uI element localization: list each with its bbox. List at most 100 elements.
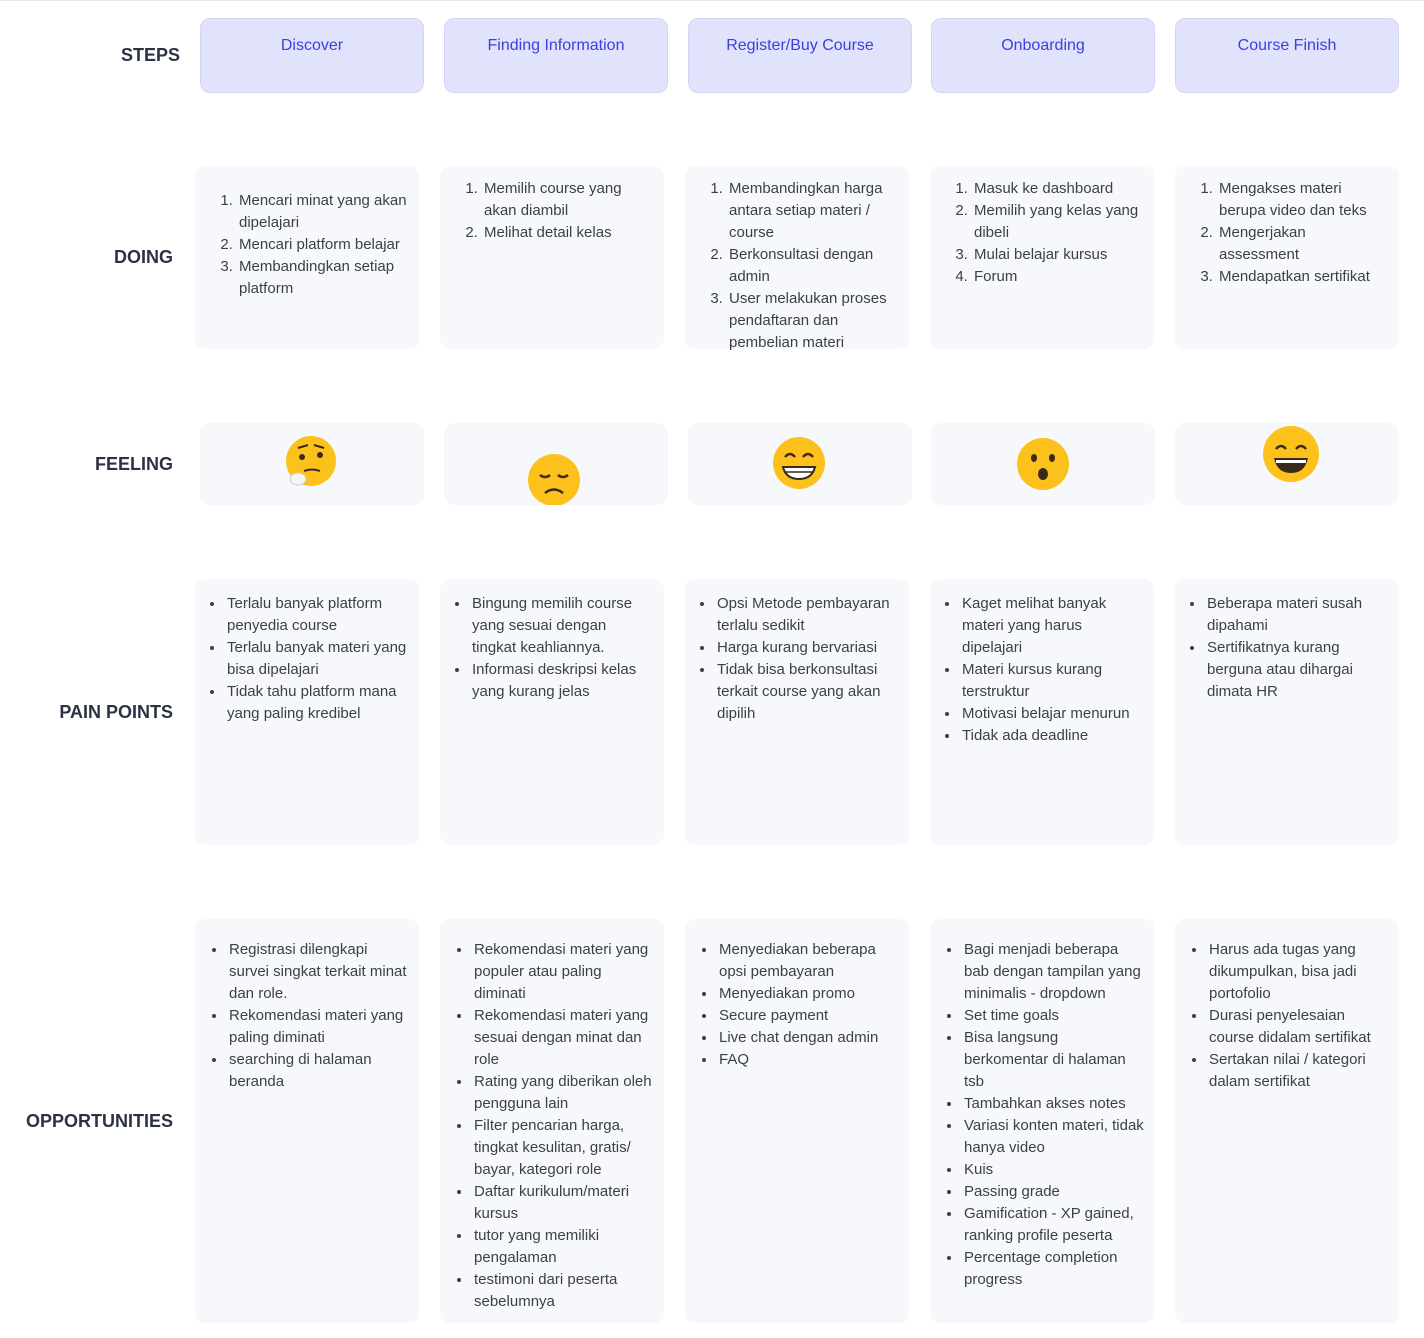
opportunity-card: Bagi menjadi beberapa bab dengan tampila…	[930, 919, 1154, 1323]
list: Kaget melihat banyak materi yang harus d…	[942, 593, 1144, 747]
doing-card: Mengakses materi berupa video dan teksMe…	[1175, 166, 1399, 349]
feeling-card	[688, 423, 912, 505]
list-item: Berkonsultasi dengan admin	[727, 244, 897, 288]
doing-card: Mencari minat yang akan dipelajariMencar…	[195, 166, 419, 349]
list-item: Secure payment	[717, 1005, 899, 1027]
step-card: Discover	[200, 18, 424, 93]
list-item: FAQ	[717, 1049, 899, 1071]
list: Beberapa materi susah dipahamiSertifikat…	[1187, 593, 1389, 703]
emoji-sad	[528, 454, 580, 505]
list-item: Mulai belajar kursus	[972, 244, 1142, 266]
list-item: Masuk ke dashboard	[972, 178, 1142, 200]
list-item: Daftar kurikulum/materi kursus	[472, 1181, 654, 1225]
list-item: Gamification - XP gained, ranking profil…	[962, 1203, 1144, 1247]
list-item: Melihat detail kelas	[482, 222, 652, 244]
list-item: Variasi konten materi, tidak hanya video	[962, 1115, 1144, 1159]
list-item: Mencari platform belajar	[237, 234, 407, 256]
list-item: Membandingkan setiap platform	[237, 256, 407, 300]
list-item: Filter pencarian harga, tingkat kesulita…	[472, 1115, 654, 1181]
list: Rekomendasi materi yang populer atau pal…	[454, 939, 654, 1313]
feeling-card	[444, 423, 668, 505]
list-item: Tambahkan akses notes	[962, 1093, 1144, 1115]
row-label: FEELING	[94, 454, 173, 474]
list-item: Mencari minat yang akan dipelajari	[237, 190, 407, 234]
list: Bingung memilih course yang sesuai denga…	[452, 593, 654, 703]
list-item: Kuis	[962, 1159, 1144, 1181]
list-item: Motivasi belajar menurun	[960, 703, 1144, 725]
row-label: STEPS	[120, 45, 180, 65]
list-item: Registrasi dilengkapi survei singkat ter…	[227, 939, 409, 1005]
list: Mencari minat yang akan dipelajariMencar…	[215, 190, 407, 300]
list: Bagi menjadi beberapa bab dengan tampila…	[944, 939, 1144, 1291]
row-label: DOING	[113, 247, 173, 267]
opportunity-card: Menyediakan beberapa opsi pembayaranMeny…	[685, 919, 909, 1323]
list-item: Rating yang diberikan oleh pengguna lain	[472, 1071, 654, 1115]
pain-card: Beberapa materi susah dipahamiSertifikat…	[1175, 579, 1399, 845]
emoji-grin	[773, 437, 825, 489]
list-item: Bisa langsung berkomentar di halaman tsb	[962, 1027, 1144, 1093]
list-item: Materi kursus kurang terstruktur	[960, 659, 1144, 703]
list-item: Memilih yang kelas yang dibeli	[972, 200, 1142, 244]
step-card: Onboarding	[931, 18, 1155, 93]
feeling-card	[1175, 423, 1399, 505]
list-item: Tidak ada deadline	[960, 725, 1144, 747]
step-card: Register/Buy Course	[688, 18, 912, 93]
list-item: searching di halaman beranda	[227, 1049, 409, 1093]
emoji-thinking	[286, 436, 336, 486]
list: Memilih course yang akan diambilMelihat …	[460, 178, 652, 244]
list-item: Harus ada tugas yang dikumpulkan, bisa j…	[1207, 939, 1389, 1005]
list-item: Menyediakan beberapa opsi pembayaran	[717, 939, 899, 983]
list: Menyediakan beberapa opsi pembayaranMeny…	[699, 939, 899, 1071]
list-item: Passing grade	[962, 1181, 1144, 1203]
list-item: Informasi deskripsi kelas yang kurang je…	[470, 659, 654, 703]
list-item: Membandingkan harga antara setiap materi…	[727, 178, 897, 244]
emoji-smile	[1263, 426, 1319, 482]
list-item: Rekomendasi materi yang populer atau pal…	[472, 939, 654, 1005]
list-item: Sertifikatnya kurang berguna atau diharg…	[1205, 637, 1389, 703]
list-item: Bingung memilih course yang sesuai denga…	[470, 593, 654, 659]
list-item: Terlalu banyak materi yang bisa dipelaja…	[225, 637, 409, 681]
pain-card: Kaget melihat banyak materi yang harus d…	[930, 579, 1154, 845]
step-card: Finding Information	[444, 18, 668, 93]
doing-card: Memilih course yang akan diambilMelihat …	[440, 166, 664, 349]
list: Terlalu banyak platform penyedia courseT…	[207, 593, 409, 725]
list-item: Kaget melihat banyak materi yang harus d…	[960, 593, 1144, 659]
list-item: User melakukan proses pendaftaran dan pe…	[727, 288, 897, 354]
list-item: Menyediakan promo	[717, 983, 899, 1005]
doing-card: Masuk ke dashboardMemilih yang kelas yan…	[930, 166, 1154, 349]
list: Masuk ke dashboardMemilih yang kelas yan…	[950, 178, 1142, 288]
list-item: Live chat dengan admin	[717, 1027, 899, 1049]
pain-card: Bingung memilih course yang sesuai denga…	[440, 579, 664, 845]
list-item: Tidak bisa berkonsultasi terkait course …	[715, 659, 899, 725]
list-item: Mengakses materi berupa video dan teks	[1217, 178, 1387, 222]
list-item: Tidak tahu platform mana yang paling kre…	[225, 681, 409, 725]
list-item: Percentage completion progress	[962, 1247, 1144, 1291]
list-item: Durasi penyelesaian course didalam serti…	[1207, 1005, 1389, 1049]
opportunity-card: Registrasi dilengkapi survei singkat ter…	[195, 919, 419, 1323]
pain-card: Opsi Metode pembayaran terlalu sedikitHa…	[685, 579, 909, 845]
row-label: OPPORTUNITIES	[25, 1111, 173, 1131]
list-item: Memilih course yang akan diambil	[482, 178, 652, 222]
list-item: tutor yang memiliki pengalaman	[472, 1225, 654, 1269]
list-item: Rekomendasi materi yang sesuai dengan mi…	[472, 1005, 654, 1071]
list: Opsi Metode pembayaran terlalu sedikitHa…	[697, 593, 899, 725]
list-item: Sertakan nilai / kategori dalam sertifik…	[1207, 1049, 1389, 1093]
step-card: Course Finish	[1175, 18, 1399, 93]
list-item: testimoni dari peserta sebelumnya	[472, 1269, 654, 1313]
list-item: Bagi menjadi beberapa bab dengan tampila…	[962, 939, 1144, 1005]
row-label: PAIN POINTS	[59, 702, 173, 722]
opportunity-card: Rekomendasi materi yang populer atau pal…	[440, 919, 664, 1323]
feeling-card	[200, 423, 424, 505]
list-item: Terlalu banyak platform penyedia course	[225, 593, 409, 637]
list-item: Mendapatkan sertifikat	[1217, 266, 1387, 288]
feeling-card	[931, 423, 1155, 505]
list-item: Rekomendasi materi yang paling diminati	[227, 1005, 409, 1049]
list-item: Set time goals	[962, 1005, 1144, 1027]
pain-card: Terlalu banyak platform penyedia courseT…	[195, 579, 419, 845]
list-item: Mengerjakan assessment	[1217, 222, 1387, 266]
opportunity-card: Harus ada tugas yang dikumpulkan, bisa j…	[1175, 919, 1399, 1323]
list: Mengakses materi berupa video dan teksMe…	[1195, 178, 1387, 288]
doing-card: Membandingkan harga antara setiap materi…	[685, 166, 909, 351]
list-item: Beberapa materi susah dipahami	[1205, 593, 1389, 637]
